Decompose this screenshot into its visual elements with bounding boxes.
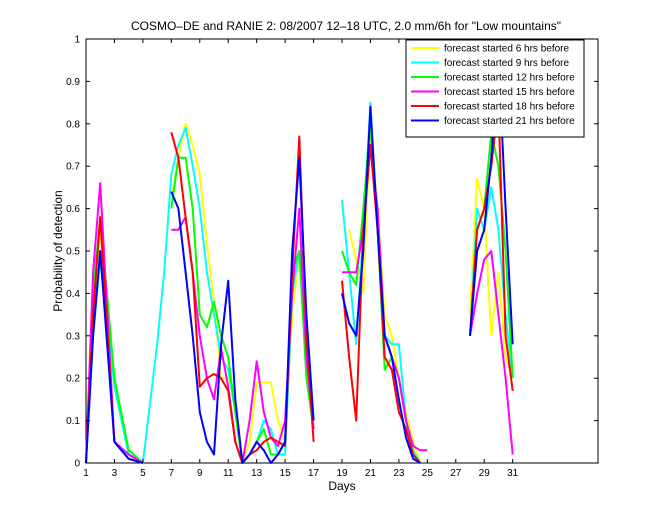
legend-item: forecast started 12 hrs before [411,73,575,84]
x-tick-label: 15 [280,468,292,479]
x-axis-label: Days [328,479,355,493]
x-tick-label: 17 [308,468,320,479]
x-tick-label: 23 [393,468,405,479]
series-layer [85,55,514,464]
y-tick-label: 0.3 [66,331,80,342]
legend-label: forecast started 9 hrs before [444,58,570,69]
legend-item: forecast started 15 hrs before [411,87,575,98]
legend-item: forecast started 21 hrs before [411,116,575,127]
y-tick-label: 0.1 [66,416,80,427]
y-tick-label: 0.9 [66,77,80,88]
chart-title: COSMO–DE and RANIE 2: 08/2007 12–18 UTC,… [131,19,561,33]
x-tick-label: 7 [169,468,175,479]
x-tick-label: 11 [223,468,234,479]
legend-label: forecast started 18 hrs before [444,102,575,113]
y-tick-label: 0.2 [66,374,80,385]
x-tick-label: 1 [83,468,89,479]
legend-item: forecast started 6 hrs before [411,44,570,55]
y-tick-label: 1 [74,35,80,46]
y-tick-label: 0.7 [66,162,80,173]
series-6-line-3 [341,105,421,464]
series-6 [85,55,514,464]
x-tick-label: 25 [422,468,434,479]
x-tick-label: 31 [507,468,519,479]
legend: forecast started 6 hrs before forecast st… [405,39,585,138]
x-tick-label: 9 [197,468,203,479]
legend-label: forecast started 12 hrs before [444,73,575,84]
x-tick-label: 29 [479,468,491,479]
y-tick-label: 0.4 [66,289,80,300]
series-6-line-1 [85,250,144,464]
legend-label: forecast started 6 hrs before [444,44,570,55]
legend-item: forecast started 18 hrs before [411,102,575,113]
legend-item: forecast started 9 hrs before [411,58,570,69]
x-tick-label: 3 [112,468,118,479]
series-6-line-4 [469,55,514,345]
y-tick-label: 0.8 [66,119,80,130]
series-4-line-4 [469,250,514,455]
series-4-line-1 [85,182,144,464]
x-axis: 1 3 5 7 9 11 13 15 17 19 21 23 25 27 29 31 [83,39,519,479]
y-axis-label: Probability of detection [51,190,65,311]
y-tick-label: 0 [74,459,80,470]
y-axis: 0 0.1 0.2 0.3 0.4 0.5 0.6 0.7 0.8 0.9 1 [66,35,598,470]
series-6-line-2 [170,156,315,464]
x-tick-label: 19 [336,468,348,479]
x-tick-label: 13 [251,468,263,479]
legend-label: forecast started 15 hrs before [444,87,575,98]
legend-label: forecast started 21 hrs before [444,116,575,127]
y-tick-label: 0.6 [66,204,80,215]
series-1-line-4 [469,177,514,379]
y-tick-label: 0.5 [66,247,80,258]
x-tick-label: 27 [450,468,462,479]
x-tick-label: 21 [365,468,377,479]
x-tick-label: 5 [140,468,146,479]
